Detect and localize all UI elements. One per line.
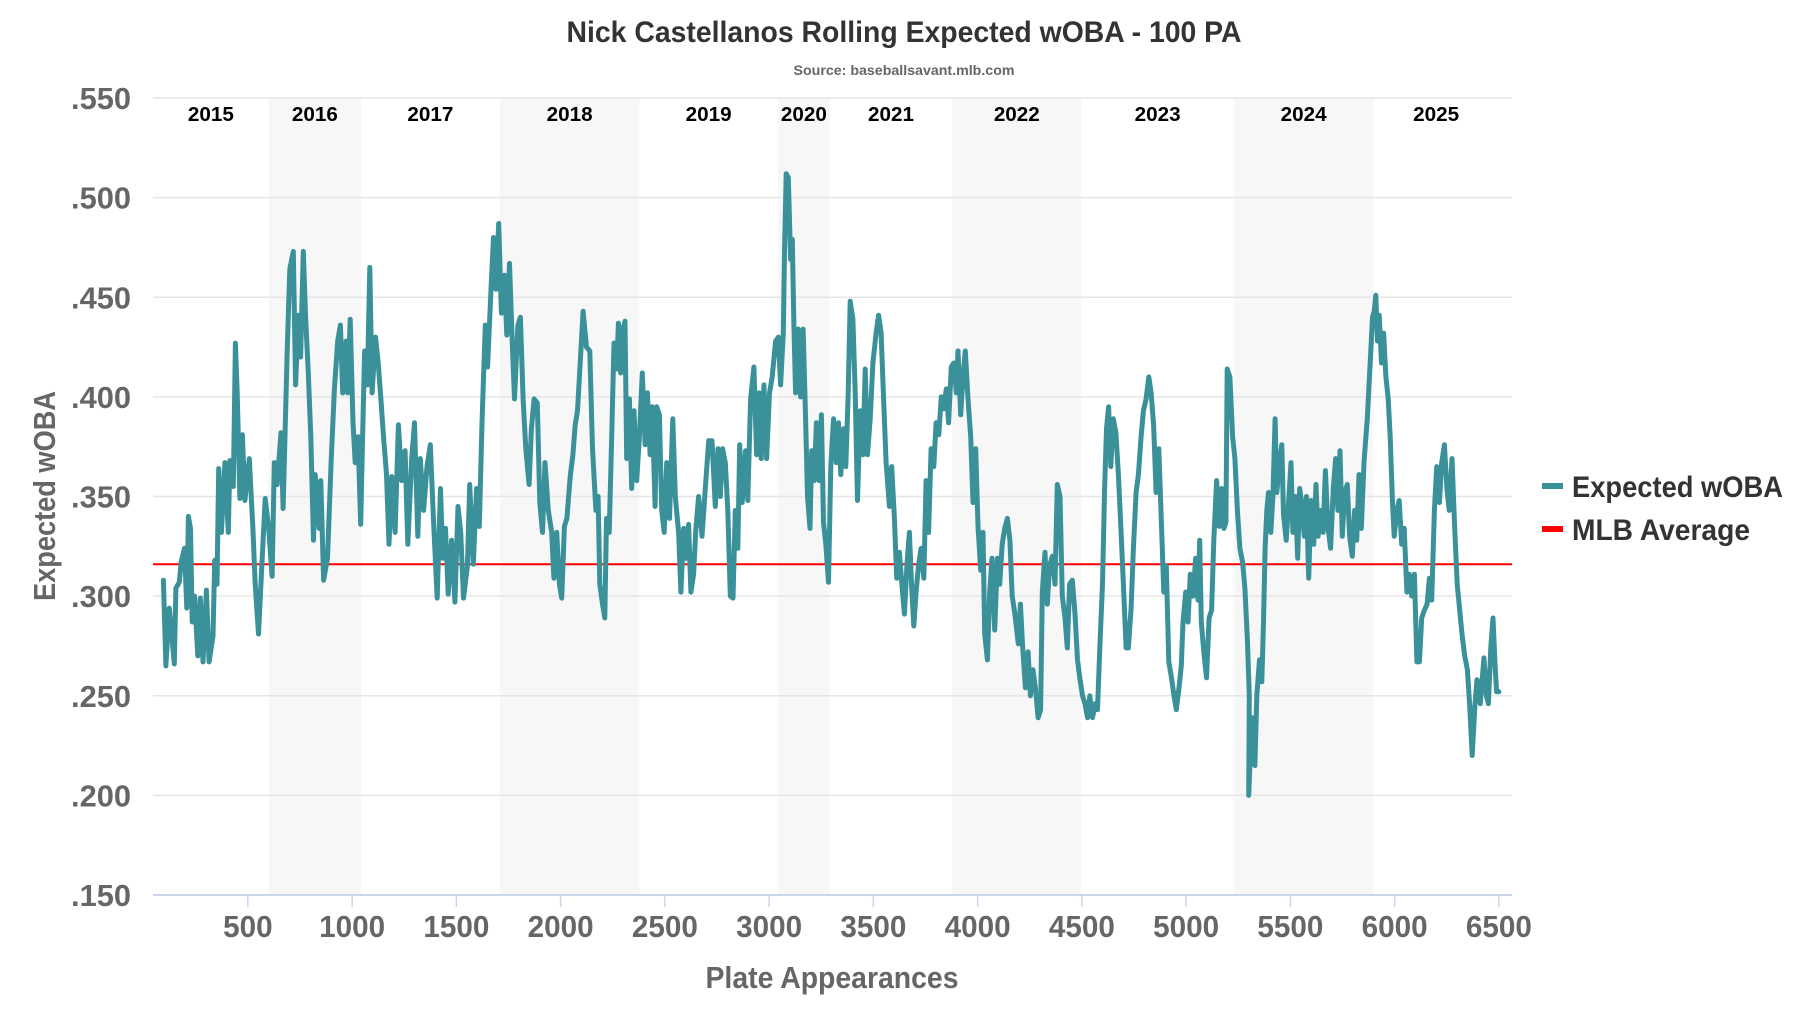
x-tick-label: 500 bbox=[223, 909, 273, 944]
season-label-2022: 2022 bbox=[994, 104, 1040, 126]
expected-woba-line bbox=[160, 171, 1502, 798]
x-tick-label: 6000 bbox=[1362, 909, 1428, 944]
y-tick-label: .400 bbox=[71, 380, 131, 415]
season-label-2025: 2025 bbox=[1413, 104, 1459, 126]
x-tick-label: 5500 bbox=[1257, 909, 1323, 944]
season-label-2017: 2017 bbox=[407, 104, 453, 126]
legend-label: Expected wOBA bbox=[1572, 471, 1783, 504]
season-label-2020: 2020 bbox=[781, 104, 827, 126]
y-tick-label: .250 bbox=[71, 679, 131, 714]
y-tick-label: .500 bbox=[71, 181, 131, 216]
x-tick-label: 4000 bbox=[945, 909, 1011, 944]
y-tick-label: .200 bbox=[71, 778, 131, 813]
x-tick-label: 2000 bbox=[528, 909, 594, 944]
x-tick-label: 3000 bbox=[736, 909, 802, 944]
y-tick-label: .300 bbox=[71, 579, 131, 614]
y-tick-label: .450 bbox=[71, 280, 131, 315]
x-tick-label: 4500 bbox=[1049, 909, 1115, 944]
y-axis-title: Expected wOBA bbox=[27, 391, 62, 601]
y-tick-label: .350 bbox=[71, 480, 131, 515]
legend-swatch bbox=[1542, 526, 1563, 532]
x-tick-label: 1500 bbox=[423, 909, 489, 944]
x-tick-label: 1000 bbox=[319, 909, 385, 944]
chart-subtitle: Source: baseballsavant.mlb.com bbox=[794, 62, 1015, 78]
season-label-2018: 2018 bbox=[547, 104, 593, 126]
y-axis-ticks: .150 .200 .250 .300 .350 .400 .450 .500 .550 bbox=[71, 81, 131, 913]
legend: Expected wOBA MLB Average bbox=[1542, 471, 1783, 547]
legend-label: MLB Average bbox=[1572, 514, 1750, 547]
season-label-2024: 2024 bbox=[1281, 104, 1328, 126]
x-axis: 500 1000 1500 2000 2500 3000 3500 4000 4500 5000 5… bbox=[153, 894, 1532, 944]
season-label-2021: 2021 bbox=[868, 104, 914, 126]
season-label-2016: 2016 bbox=[292, 104, 338, 126]
season-label-2019: 2019 bbox=[686, 104, 732, 126]
x-tick-label: 6500 bbox=[1466, 909, 1532, 944]
x-axis-title: Plate Appearances bbox=[706, 960, 959, 995]
season-label-2023: 2023 bbox=[1135, 104, 1181, 126]
x-tick-label: 5000 bbox=[1153, 909, 1219, 944]
legend-item-mlb-average[interactable]: MLB Average bbox=[1542, 514, 1750, 547]
y-tick-label: .150 bbox=[71, 878, 131, 913]
x-tick-label: 2500 bbox=[632, 909, 698, 944]
legend-swatch bbox=[1542, 483, 1563, 489]
y-tick-label: .550 bbox=[71, 81, 131, 116]
season-label-2015: 2015 bbox=[188, 104, 234, 126]
chart-title: Nick Castellanos Rolling Expected wOBA -… bbox=[567, 16, 1242, 49]
legend-item-expected-woba[interactable]: Expected wOBA bbox=[1542, 471, 1783, 504]
season-labels: 2015 2016 2017 2018 2019 2020 2021 2022 2023 2024… bbox=[188, 104, 1459, 126]
x-tick-label: 3500 bbox=[840, 909, 906, 944]
